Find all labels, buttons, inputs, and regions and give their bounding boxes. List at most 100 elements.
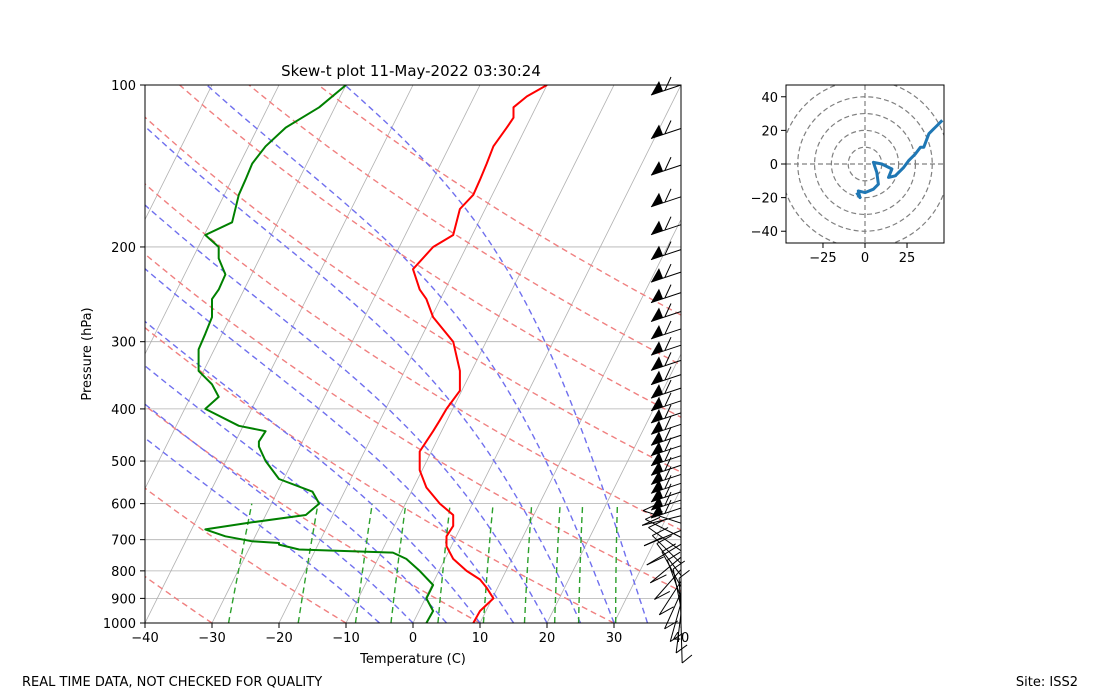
isotherm-line [546, 353, 681, 623]
y-tick-label: 600 [111, 498, 136, 513]
isotherm-line [0, 85, 11, 623]
isotherm-line [278, 85, 548, 623]
wind-barb [650, 241, 682, 261]
isotherm-line [145, 85, 213, 221]
dry-adiabat-line [145, 183, 681, 531]
wind-barb [650, 263, 682, 283]
x-tick-label: −20 [265, 631, 292, 646]
hodograph-y-tick-label: −40 [751, 225, 778, 240]
moist-adiabat-line [206, 85, 615, 623]
wind-barb [649, 556, 682, 584]
hodograph-x-tick-label: 25 [899, 251, 916, 266]
wind-barb [650, 188, 682, 208]
dry-adiabat-line [179, 85, 681, 419]
mixing-ratio-line [523, 503, 533, 623]
wind-barb [646, 543, 682, 566]
mixing-ratio-line [297, 503, 319, 623]
dry-adiabat-line [145, 575, 213, 623]
wind-barb [680, 622, 693, 664]
wind-barb [650, 156, 682, 176]
wind-barb [650, 120, 682, 139]
wind-barb [650, 427, 682, 446]
hodograph-frame [785, 84, 945, 244]
hodograph-y-tick-label: 0 [770, 158, 778, 173]
wind-barb [654, 569, 682, 600]
y-tick-label: 500 [111, 455, 136, 470]
wind-barbs [641, 76, 693, 664]
moist-adiabat-line [145, 267, 515, 623]
mixing-ratio-line [227, 503, 253, 623]
wind-barb [658, 580, 682, 616]
moist-adiabat-line [145, 125, 582, 623]
x-tick-label: −40 [131, 631, 158, 646]
skewt-chart: Skew-t plot 11-May-2022 03:30:24 −40 −30 −… [0, 62, 693, 667]
wind-barb [650, 336, 682, 356]
x-tick-label: 30 [606, 631, 623, 646]
wind-barb [650, 437, 682, 457]
wind-barb [643, 529, 682, 547]
dewpoint-trace [197, 85, 435, 623]
chart-title: Skew-t plot 11-May-2022 03:30:24 [281, 62, 541, 80]
hodograph-plot [786, 85, 944, 243]
hodograph-ring [830, 129, 900, 199]
isotherm-line [145, 85, 347, 490]
hodograph-y-tick-label: −20 [751, 192, 778, 207]
skewt-traces [197, 85, 548, 623]
mixing-ratio-line [615, 503, 619, 623]
hodograph-ring [797, 96, 933, 232]
wind-barb [650, 284, 682, 304]
wind-barb [675, 613, 688, 654]
moist-adiabat-line [145, 204, 548, 623]
wind-barb [650, 366, 682, 386]
wind-barb [641, 515, 682, 526]
moist-adiabat-line [145, 320, 481, 623]
dry-adiabat-line [145, 253, 681, 592]
x-tick-label: −30 [198, 631, 225, 646]
moist-adiabat-line [145, 364, 448, 623]
dry-adiabat-line [145, 326, 615, 623]
x-tick-label: 0 [409, 631, 417, 646]
y-tick-label: 400 [111, 403, 136, 418]
x-axis-ticks: −40 −30 −20 −10 0 10 20 30 40 [131, 623, 689, 646]
quality-warning: REAL TIME DATA, NOT CHECKED FOR QUALITY [22, 675, 322, 690]
wind-barb [650, 216, 682, 236]
y-tick-label: 300 [111, 336, 136, 351]
y-tick-label: 800 [111, 565, 136, 580]
y-tick-label: 900 [111, 592, 136, 607]
moist-adiabat-line [344, 85, 649, 623]
x-tick-label: 20 [539, 631, 556, 646]
wind-barb [650, 392, 682, 412]
hodograph-y-tick-label: 40 [761, 91, 778, 106]
hodograph-ticks: −25 0 25 40 20 0 −20 −40 [751, 91, 916, 266]
isotherm-line [613, 487, 681, 623]
wind-barb [650, 457, 682, 476]
isotherm-line [0, 85, 78, 623]
skewt-background-lines [0, 85, 681, 623]
isotherm-line [145, 85, 280, 355]
wind-barb [650, 303, 682, 322]
wind-barb [650, 76, 682, 96]
y-axis-ticks: 100 200 300 400 500 600 700 800 900 1000 [103, 79, 145, 632]
y-tick-label: 700 [111, 534, 136, 549]
wind-barb [650, 466, 682, 485]
wind-barb [650, 491, 682, 511]
hodograph-x-tick-label: 0 [861, 251, 869, 266]
wind-barb [650, 352, 682, 371]
wind-barb [650, 483, 682, 503]
moist-adiabat-line [145, 437, 380, 623]
hodograph-x-tick-label: −25 [809, 251, 836, 266]
x-tick-label: −10 [332, 631, 359, 646]
x-tick-label: 40 [673, 631, 690, 646]
isotherm-line [479, 218, 681, 623]
x-axis-label: Temperature (C) [359, 652, 466, 667]
mixing-ratio-line [554, 503, 561, 623]
wind-barb [650, 475, 682, 494]
dry-adiabat-line [248, 85, 681, 366]
temperature-trace [412, 85, 548, 623]
moist-adiabat-line [145, 403, 414, 623]
isotherm-line [211, 85, 481, 623]
y-tick-label: 200 [111, 241, 136, 256]
hodograph-y-tick-label: 20 [761, 124, 778, 139]
hodograph-trace [855, 119, 944, 200]
